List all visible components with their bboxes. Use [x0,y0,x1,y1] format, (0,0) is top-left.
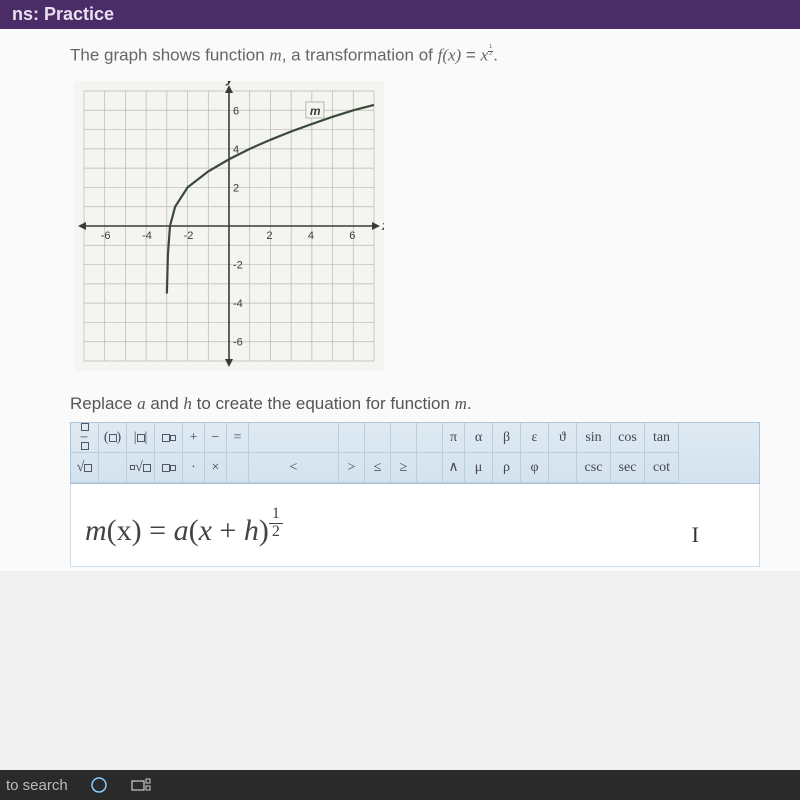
svg-text:y: y [225,81,234,86]
eq-x: x [199,514,212,547]
prompt-m: m [269,45,281,64]
toolbar-button [391,423,417,453]
prompt-text: The graph shows function m, a transforma… [70,39,760,77]
toolbar-button[interactable]: sec [611,453,645,483]
svg-text:-6: -6 [101,230,111,242]
toolbar-button[interactable]: √ [71,453,99,483]
instr-m: m [455,394,467,413]
toolbar-button[interactable]: ─ [71,423,99,453]
toolbar-button[interactable]: < [249,453,339,483]
content-area: The graph shows function m, a transforma… [0,29,800,571]
module-title: ns: Practice [12,4,114,24]
equation-input[interactable]: m(x) = a(x + h)12 I [70,484,760,567]
toolbar-button [417,423,443,453]
svg-text:6: 6 [233,106,239,118]
instr-suffix: to create the equation for function [192,394,455,413]
svg-text:-2: -2 [184,230,194,242]
eq-open: ( [189,514,199,547]
task-view-icon[interactable] [130,774,152,796]
toolbar-button[interactable]: cos [611,423,645,453]
eq-lhs: m [85,514,107,547]
search-hint[interactable]: to search [6,777,68,794]
toolbar-button [417,453,443,483]
prompt-base: x [481,45,489,64]
svg-text:-6: -6 [233,337,243,349]
module-header: ns: Practice [0,0,800,29]
instruction-text: Replace a and h to create the equation f… [70,380,760,422]
toolbar-button[interactable]: √ [127,453,155,483]
toolbar-button[interactable]: ϑ [549,423,577,453]
eq-parenx: (x) [107,514,142,547]
toolbar-button[interactable]: ρ [493,453,521,483]
text-cursor: I [692,522,699,548]
toolbar-button[interactable]: ε [521,423,549,453]
prompt-prefix: The graph shows function [70,45,269,64]
toolbar-button[interactable]: · [183,453,205,483]
toolbar-button [249,423,339,453]
toolbar-button[interactable]: sin [577,423,611,453]
svg-text:m: m [310,104,321,118]
math-toolbar: ─()|| +−= παβεϑsincostan √ √ ·× <>≤≥ ∧μρφcscsec… [70,422,760,484]
svg-text:6: 6 [349,230,355,242]
toolbar-button[interactable]: ≥ [391,453,417,483]
toolbar-button [339,423,365,453]
prompt-eq: = [461,45,480,64]
toolbar-button[interactable]: = [227,423,249,453]
eq-exp-den: 2 [269,524,283,541]
toolbar-button[interactable]: () [99,423,127,453]
toolbar-button [549,453,577,483]
toolbar-button[interactable]: csc [577,453,611,483]
instr-a: a [137,394,146,413]
svg-text:-4: -4 [142,230,152,242]
instr-prefix: Replace [70,394,137,413]
svg-text:2: 2 [233,183,239,195]
toolbar-button[interactable]: α [465,423,493,453]
eq-a: a [174,514,189,547]
toolbar-button[interactable]: cot [645,453,679,483]
toolbar-button[interactable]: > [339,453,365,483]
eq-close: ) [259,514,269,547]
eq-exp-num: 1 [269,506,283,524]
toolbar-button[interactable]: − [205,423,227,453]
toolbar-button[interactable] [155,453,183,483]
toolbar-button [99,453,127,483]
toolbar-button[interactable]: π [443,423,465,453]
instr-h: h [183,394,192,413]
toolbar-button[interactable]: μ [465,453,493,483]
svg-text:-4: -4 [233,299,243,311]
toolbar-button[interactable]: φ [521,453,549,483]
eq-eq: = [142,514,174,547]
svg-text:4: 4 [308,230,314,242]
toolbar-button[interactable]: tan [645,423,679,453]
toolbar-button[interactable] [155,423,183,453]
taskbar: to search [0,770,800,800]
toolbar-button[interactable]: ∧ [443,453,465,483]
prompt-fx: f(x) [438,45,462,64]
cortana-icon[interactable] [88,774,110,796]
svg-text:2: 2 [266,230,272,242]
eq-h: h [244,514,259,547]
toolbar-button[interactable]: + [183,423,205,453]
eq-plus: + [212,514,244,547]
toolbar-button[interactable]: || [127,423,155,453]
prompt-middle: , a transformation of [282,45,438,64]
graph-container: -6-4-2246-6-4-2246yxm [70,77,388,375]
toolbar-button[interactable]: β [493,423,521,453]
svg-text:x: x [381,218,384,233]
prompt-period: . [493,45,498,64]
instr-and: and [146,394,184,413]
svg-text:-2: -2 [233,260,243,272]
toolbar-button [365,423,391,453]
toolbar-button[interactable]: × [205,453,227,483]
toolbar-button [227,453,249,483]
graph-svg: -6-4-2246-6-4-2246yxm [74,81,384,371]
instr-period: . [467,394,472,413]
toolbar-button[interactable]: ≤ [365,453,391,483]
